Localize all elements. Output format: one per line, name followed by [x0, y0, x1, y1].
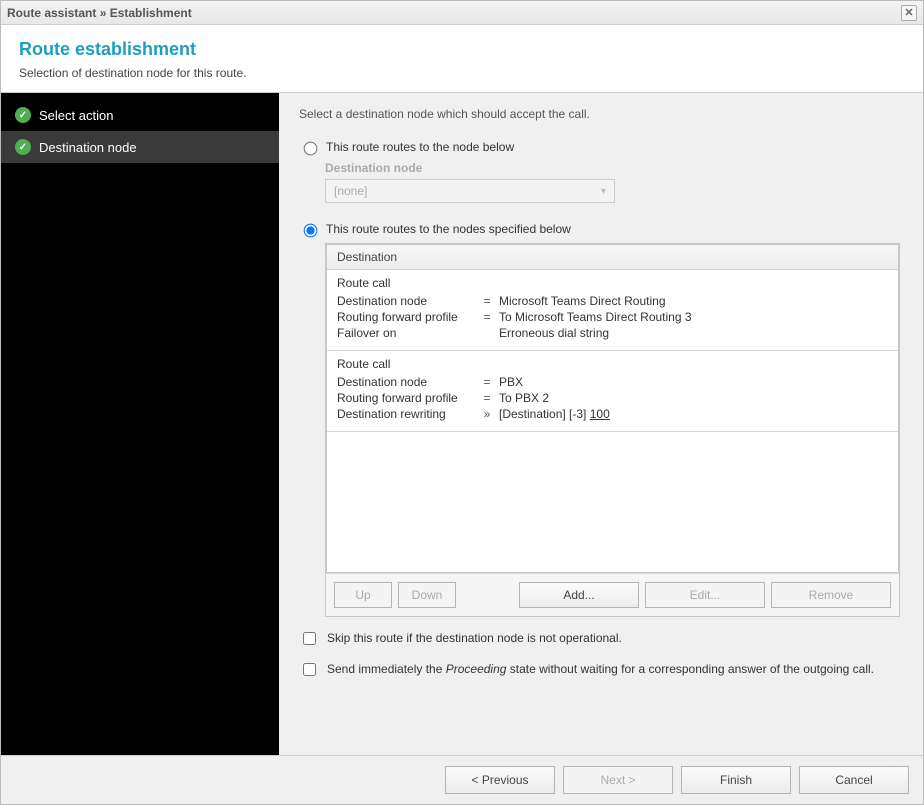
kv-key: Destination rewriting: [337, 407, 475, 421]
proceeding-label-italic: Proceeding: [446, 662, 507, 676]
page-subtitle: Selection of destination node for this r…: [19, 66, 905, 80]
proceeding-label-pre: Send immediately the: [327, 662, 446, 676]
destination-list-header: Destination: [327, 245, 898, 270]
sidebar-step-select-action[interactable]: ✓ Select action: [1, 99, 279, 131]
skip-route-checkbox[interactable]: [303, 632, 316, 645]
kv-eq: =: [481, 310, 493, 324]
proceeding-checkbox-row[interactable]: Send immediately the Proceeding state wi…: [299, 662, 899, 679]
entry-title: Route call: [337, 357, 888, 371]
radio-multi-node[interactable]: [304, 224, 318, 238]
skip-route-label: Skip this route if the destination node …: [327, 631, 622, 645]
check-icon: ✓: [15, 107, 31, 123]
up-button: Up: [334, 582, 392, 608]
page-title: Route establishment: [19, 39, 905, 60]
destination-list-empty: [327, 432, 898, 572]
option-multi-node[interactable]: This route routes to the nodes specified…: [299, 221, 903, 237]
header: Route establishment Selection of destina…: [1, 25, 923, 93]
radio-single-node[interactable]: [304, 142, 318, 156]
sidebar-step-destination-node[interactable]: ✓ Destination node: [1, 131, 279, 163]
wizard-footer: < Previous Next > Finish Cancel: [1, 755, 923, 804]
kv-val: [Destination] [-3] 100: [499, 407, 610, 421]
kv-key: Destination node: [337, 375, 475, 389]
wizard-sidebar: ✓ Select action ✓ Destination node: [1, 93, 279, 755]
cancel-button[interactable]: Cancel: [799, 766, 909, 794]
destination-entry[interactable]: Route call Destination node = PBX Routing …: [327, 351, 898, 432]
destination-buttons: Up Down Add... Edit... Remove: [326, 573, 899, 616]
kv-eq: [481, 326, 493, 340]
kv-eq: =: [481, 294, 493, 308]
dropdown-value: [none]: [334, 184, 367, 198]
kv-val: PBX: [499, 375, 523, 389]
instruction-text: Select a destination node which should a…: [299, 107, 903, 121]
edit-button: Edit...: [645, 582, 765, 608]
kv-eq: =: [481, 375, 493, 389]
kv-key: Routing forward profile: [337, 310, 475, 324]
entry-title: Route call: [337, 276, 888, 290]
kv-key: Destination node: [337, 294, 475, 308]
main-panel: Select a destination node which should a…: [279, 93, 923, 755]
titlebar: Route assistant » Establishment ✕: [1, 1, 923, 25]
kv-eq: =: [481, 391, 493, 405]
single-sub-label: Destination node: [325, 161, 903, 175]
kv-val: Erroneous dial string: [499, 326, 609, 340]
kv-val-pre: [Destination] [-3]: [499, 407, 590, 421]
skip-route-checkbox-row[interactable]: Skip this route if the destination node …: [299, 631, 899, 648]
previous-button[interactable]: < Previous: [445, 766, 555, 794]
destination-node-dropdown: [none] ▾: [325, 179, 615, 203]
kv-val: Microsoft Teams Direct Routing: [499, 294, 666, 308]
close-icon[interactable]: ✕: [901, 5, 917, 21]
down-button: Down: [398, 582, 456, 608]
add-button[interactable]: Add...: [519, 582, 639, 608]
kv-eq: »: [481, 407, 493, 421]
check-icon: ✓: [15, 139, 31, 155]
next-button: Next >: [563, 766, 673, 794]
remove-button: Remove: [771, 582, 891, 608]
kv-key: Failover on: [337, 326, 475, 340]
proceeding-label-post: state without waiting for a correspondin…: [506, 662, 874, 676]
sidebar-step-label: Destination node: [39, 140, 137, 155]
sidebar-step-label: Select action: [39, 108, 113, 123]
chevron-down-icon: ▾: [601, 186, 606, 197]
destination-panel: Destination Route call Destination node =…: [325, 243, 900, 617]
destination-entry[interactable]: Route call Destination node = Microsoft Te…: [327, 270, 898, 351]
kv-key: Routing forward profile: [337, 391, 475, 405]
option-multi-label: This route routes to the nodes specified…: [326, 222, 571, 236]
route-assistant-dialog: Route assistant » Establishment ✕ Route …: [0, 0, 924, 805]
option-single-label: This route routes to the node below: [326, 140, 514, 154]
titlebar-text: Route assistant » Establishment: [7, 6, 192, 20]
body: ✓ Select action ✓ Destination node Selec…: [1, 93, 923, 755]
kv-val: To PBX 2: [499, 391, 549, 405]
kv-val-underline: 100: [590, 407, 610, 421]
kv-val: To Microsoft Teams Direct Routing 3: [499, 310, 692, 324]
proceeding-label: Send immediately the Proceeding state wi…: [327, 662, 874, 676]
proceeding-checkbox[interactable]: [303, 663, 316, 676]
option-single-node[interactable]: This route routes to the node below: [299, 139, 903, 155]
destination-list: Destination Route call Destination node =…: [326, 244, 899, 573]
finish-button[interactable]: Finish: [681, 766, 791, 794]
